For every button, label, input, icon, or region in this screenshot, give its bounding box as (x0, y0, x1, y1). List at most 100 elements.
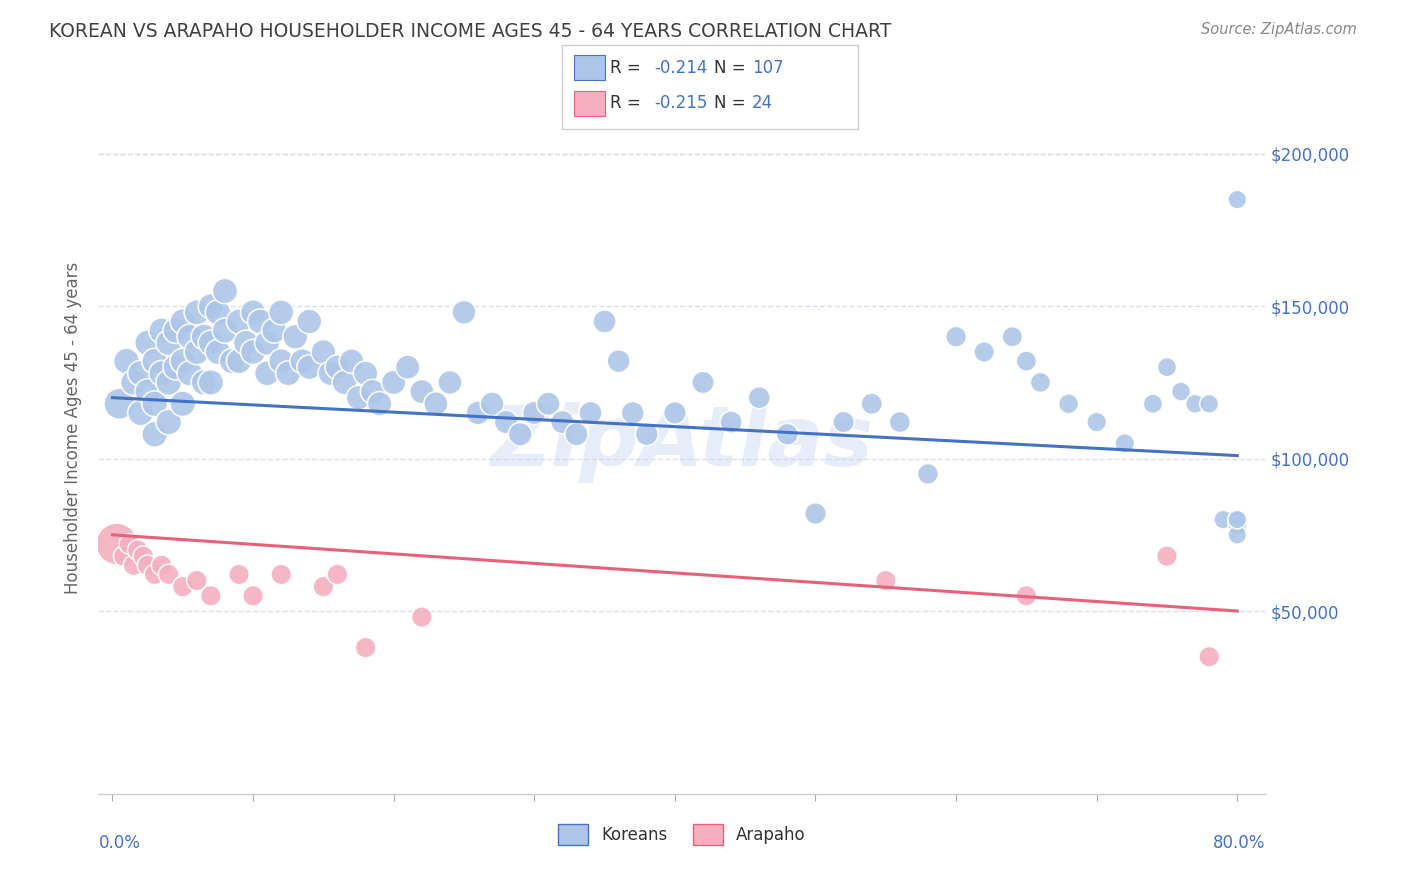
Point (157, 335, 180, 350)
Text: -0.215: -0.215 (654, 95, 707, 112)
Text: ZipAtlas: ZipAtlas (491, 402, 873, 483)
Point (804, 507, 827, 521)
Point (221, 354, 243, 368)
Point (200, 299, 222, 313)
Text: Source: ZipAtlas.com: Source: ZipAtlas.com (1201, 22, 1357, 37)
Point (172, 314, 194, 328)
Point (143, 427, 166, 442)
Point (129, 366, 152, 380)
Point (565, 427, 588, 442)
Point (270, 305, 292, 319)
Point (1156, 549, 1178, 564)
Point (150, 366, 173, 380)
Point (579, 406, 602, 420)
Point (179, 366, 201, 380)
Point (326, 567, 349, 582)
Point (1226, 528, 1249, 542)
Point (143, 354, 166, 368)
Point (509, 427, 531, 442)
Point (1184, 397, 1206, 411)
Point (129, 406, 152, 420)
Point (1212, 512, 1234, 526)
Point (132, 549, 155, 564)
Point (340, 354, 363, 368)
Point (157, 567, 180, 582)
Point (256, 335, 278, 350)
Point (1029, 376, 1052, 390)
Point (551, 415, 574, 429)
Point (200, 335, 222, 350)
Point (172, 580, 194, 594)
Point (291, 354, 314, 368)
Text: N =: N = (714, 59, 751, 77)
Point (143, 397, 166, 411)
Point (270, 567, 292, 582)
Point (664, 406, 686, 420)
Point (284, 330, 307, 344)
Point (242, 345, 264, 359)
Point (1226, 193, 1249, 207)
Text: R =: R = (610, 95, 647, 112)
Point (122, 376, 145, 390)
Point (1226, 518, 1249, 533)
Text: 107: 107 (752, 59, 783, 77)
Point (1114, 436, 1136, 450)
Point (860, 397, 883, 411)
Point (1170, 384, 1192, 399)
Point (333, 376, 356, 390)
Point (889, 415, 911, 429)
Point (108, 397, 131, 411)
Point (115, 354, 138, 368)
Point (172, 397, 194, 411)
Point (165, 324, 187, 338)
Point (186, 345, 208, 359)
Text: -0.214: -0.214 (654, 59, 707, 77)
Point (776, 427, 799, 442)
Point (277, 366, 299, 380)
Text: 80.0%: 80.0% (1213, 834, 1265, 852)
Point (298, 314, 321, 328)
Point (263, 324, 285, 338)
Point (875, 574, 897, 588)
Point (411, 384, 433, 399)
Point (207, 345, 229, 359)
Point (127, 543, 149, 558)
Point (150, 324, 173, 338)
Point (256, 366, 278, 380)
Point (1198, 649, 1220, 664)
Point (411, 610, 433, 624)
Point (186, 574, 208, 588)
Text: R =: R = (610, 59, 647, 77)
Point (207, 305, 229, 319)
Point (636, 427, 658, 442)
Point (467, 406, 489, 420)
Point (298, 360, 321, 375)
Point (354, 640, 377, 655)
Point (136, 335, 159, 350)
Point (242, 589, 264, 603)
Point (439, 376, 461, 390)
Point (122, 558, 145, 573)
Point (1015, 354, 1038, 368)
Point (692, 376, 714, 390)
Point (945, 330, 967, 344)
Point (1198, 397, 1220, 411)
Point (347, 391, 370, 405)
Text: 24: 24 (752, 95, 773, 112)
Point (593, 314, 616, 328)
Point (1226, 512, 1249, 526)
Point (200, 376, 222, 390)
Point (1001, 330, 1024, 344)
Point (1085, 415, 1108, 429)
Point (165, 360, 187, 375)
Point (179, 330, 201, 344)
Point (607, 354, 630, 368)
Point (312, 345, 335, 359)
Point (382, 376, 405, 390)
Point (270, 354, 292, 368)
Point (720, 415, 742, 429)
Point (150, 558, 173, 573)
Text: KOREAN VS ARAPAHO HOUSEHOLDER INCOME AGES 45 - 64 YEARS CORRELATION CHART: KOREAN VS ARAPAHO HOUSEHOLDER INCOME AGE… (49, 22, 891, 41)
Point (917, 467, 939, 481)
Point (172, 354, 194, 368)
